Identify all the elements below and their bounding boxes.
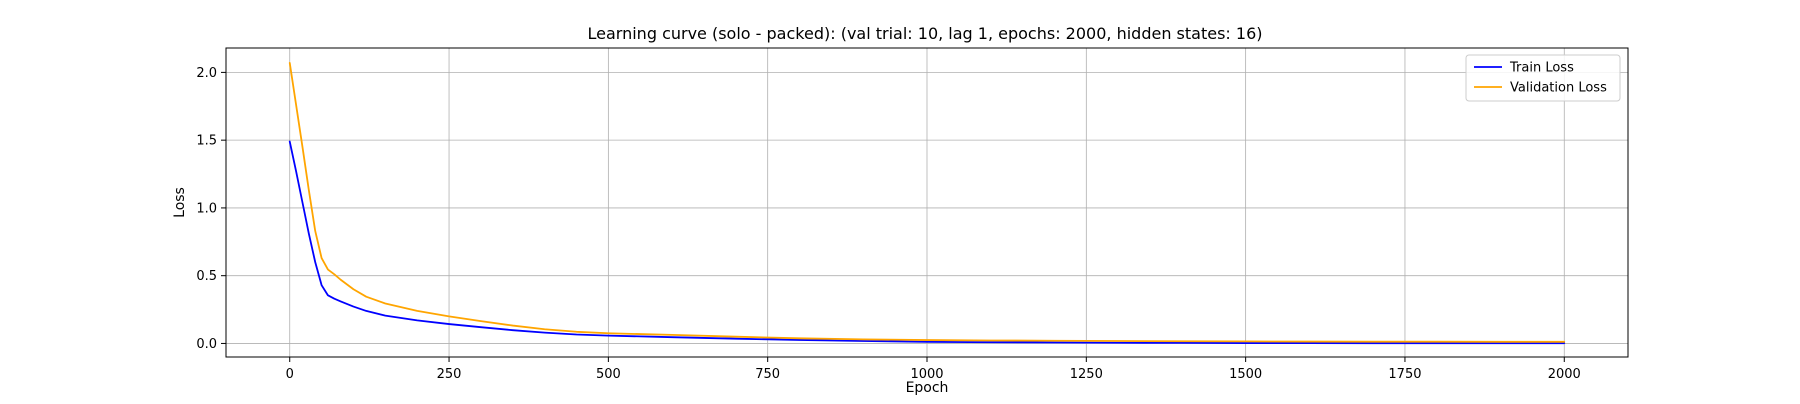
x-tick-label: 0: [286, 367, 294, 382]
y-tick-label: 1.0: [196, 201, 217, 216]
x-tick-label: 1750: [1388, 367, 1421, 382]
x-tick-label: 750: [755, 367, 780, 382]
series-lines: [288, 62, 1566, 345]
x-tick-label: 1500: [1229, 367, 1262, 382]
chart-title: Learning curve (solo - packed): (val tri…: [588, 24, 1263, 43]
x-tick-label: 1250: [1070, 367, 1103, 382]
y-tick-label: 0.5: [196, 269, 217, 284]
x-tick-label: 1000: [910, 367, 943, 382]
x-axis-label: Epoch: [906, 380, 949, 396]
x-tick-label: 250: [437, 367, 462, 382]
x-tick-label: 500: [596, 367, 621, 382]
series-line-validation-loss: [288, 62, 1566, 343]
legend-entry-label: Train Loss: [1509, 61, 1574, 76]
y-tick-label: 0.0: [196, 337, 217, 352]
x-tick-label: 2000: [1548, 367, 1581, 382]
grid-lines: [226, 48, 1628, 357]
series-line-train-loss: [288, 140, 1566, 345]
y-tick-label: 1.5: [196, 134, 217, 149]
legend: Train Loss Validation Loss: [1465, 54, 1621, 102]
legend-box: [1465, 54, 1621, 102]
axis-ticks: 0 250 500 750 1000 1250 1500 1750 2000 0.0 0.5 1.0 1…: [196, 66, 1581, 382]
legend-entry-label: Validation Loss: [1510, 81, 1607, 96]
y-tick-label: 2.0: [196, 66, 217, 81]
y-axis-label: Loss: [172, 187, 188, 218]
